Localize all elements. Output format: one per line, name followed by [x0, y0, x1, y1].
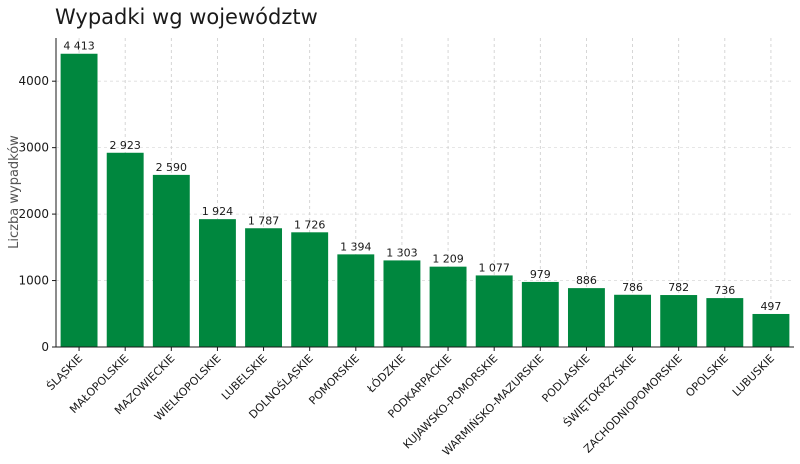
bar [106, 152, 144, 347]
bar [614, 294, 652, 347]
y-axis-label: Liczba wypadków [7, 135, 22, 249]
axes [55, 38, 794, 348]
y-tick-label: 0 [41, 340, 49, 354]
x-tick-label: LUBUSKIE [730, 352, 777, 399]
bar [752, 313, 790, 347]
data-label: 497 [760, 300, 781, 313]
data-label: 4 413 [63, 40, 95, 53]
x-tick-label: KUJAWSKO-POMORSKIE [401, 352, 501, 452]
y-tick-label: 4000 [18, 74, 49, 88]
y-tick-label: 2000 [18, 207, 49, 221]
y-ticks: 0 1000 2000 3000 4000 [18, 74, 56, 354]
bar [521, 281, 559, 347]
bar [60, 53, 98, 348]
data-label: 1 303 [386, 246, 418, 259]
bars [60, 53, 790, 348]
bar [429, 266, 467, 347]
x-tick-label: ŁÓDZKIE [364, 352, 408, 396]
data-label: 2 590 [156, 161, 188, 174]
bar [383, 260, 421, 347]
y-tick-label: 1000 [18, 274, 49, 288]
data-label: 1 209 [432, 253, 464, 266]
data-label: 1 394 [340, 240, 372, 253]
data-label: 2 923 [109, 139, 141, 152]
chart-title: Wypadki wg województw [55, 5, 318, 29]
y-tick-label: 3000 [18, 141, 49, 155]
bar [475, 275, 513, 347]
data-labels: 4 413 2 923 2 590 1 924 1 787 1 726 1 394 1 303… [63, 40, 781, 313]
x-tick-label: OPOLSKIE [683, 352, 731, 400]
bar [337, 254, 375, 347]
bar [245, 228, 283, 347]
x-tick-label: ZACHODNIOPOMORSKIE [581, 352, 685, 456]
data-label: 1 726 [294, 218, 326, 231]
data-label: 1 787 [248, 214, 280, 227]
x-ticks: ŚLĄSKIEMAŁOPOLSKIEMAZOWIECKIEWIELKOPOLSK… [44, 347, 777, 458]
bar [198, 219, 236, 347]
bar [152, 174, 190, 347]
x-tick-label: ŚLĄSKIE [44, 352, 85, 393]
bar [291, 232, 329, 347]
data-label: 786 [622, 281, 643, 294]
data-label: 1 924 [202, 205, 234, 218]
x-tick-label: LUBELSKIE [219, 352, 270, 403]
data-label: 736 [714, 284, 735, 297]
data-label: 979 [530, 268, 551, 281]
data-label: 782 [668, 281, 689, 294]
bar [567, 288, 605, 347]
data-label: 1 077 [478, 261, 510, 274]
bar [706, 298, 744, 347]
bar [660, 295, 698, 347]
data-label: 886 [576, 274, 597, 287]
